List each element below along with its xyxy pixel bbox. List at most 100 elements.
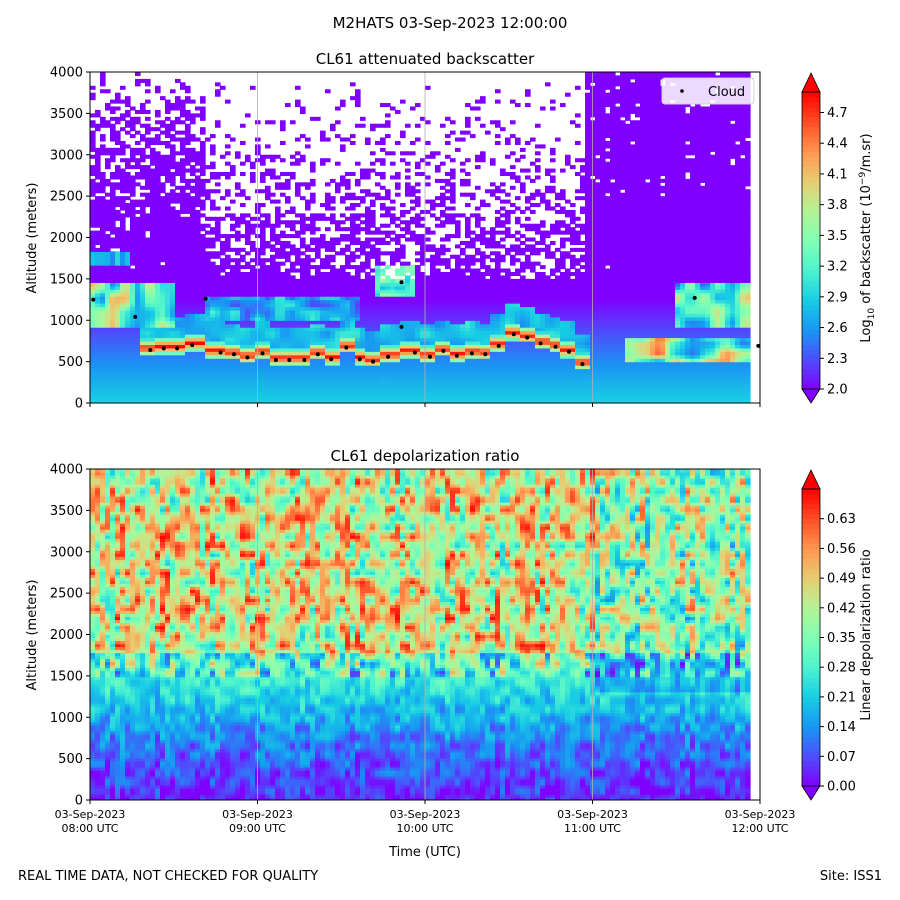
backscatter-cell — [170, 382, 176, 387]
backscatter-cell — [365, 306, 371, 311]
backscatter-cell — [435, 216, 441, 221]
backscatter-cell — [445, 382, 451, 387]
backscatter-cell — [455, 320, 461, 325]
backscatter-cell — [425, 365, 431, 370]
backscatter-cell — [155, 303, 161, 308]
backscatter-cell — [310, 316, 316, 321]
backscatter-cell — [105, 247, 111, 252]
backscatter-cell — [465, 313, 471, 318]
backscatter-cell — [375, 382, 381, 387]
backscatter-cell — [485, 358, 491, 363]
backscatter-cell — [140, 168, 146, 173]
backscatter-cell — [160, 244, 166, 249]
backscatter-cell — [275, 289, 281, 294]
backscatter-cell — [350, 365, 356, 370]
backscatter-cell — [315, 316, 321, 321]
backscatter-cell — [250, 223, 256, 228]
backscatter-cell — [495, 354, 501, 359]
backscatter-cell — [380, 340, 386, 345]
backscatter-cell — [315, 320, 321, 325]
backscatter-cell — [230, 371, 236, 377]
backscatter-cell — [395, 258, 401, 263]
backscatter-cell — [415, 299, 421, 304]
backscatter-cell — [420, 347, 426, 352]
backscatter-cell — [130, 244, 136, 249]
backscatter-cell — [440, 247, 446, 252]
backscatter-cell — [160, 254, 166, 259]
backscatter-cell — [330, 371, 336, 377]
backscatter-cell — [250, 275, 256, 280]
backscatter-cell — [325, 351, 331, 356]
backscatter-cell — [145, 375, 151, 380]
backscatter-cell — [450, 220, 456, 225]
backscatter-cell — [270, 254, 276, 259]
backscatter-cell — [425, 230, 431, 235]
backscatter-cell — [295, 299, 301, 304]
backscatter-cell — [305, 182, 311, 187]
backscatter-cell — [310, 361, 316, 366]
backscatter-cell — [470, 275, 476, 280]
backscatter-cell — [190, 306, 196, 311]
backscatter-cell — [230, 296, 236, 301]
backscatter-cell — [140, 354, 146, 359]
backscatter-cell — [160, 158, 166, 163]
backscatter-cell — [330, 240, 336, 245]
backscatter-cell — [385, 371, 391, 377]
backscatter-cell — [150, 344, 156, 349]
backscatter-cell — [170, 306, 176, 311]
backscatter-cell — [150, 192, 156, 197]
backscatter-cell — [350, 237, 356, 242]
backscatter-cell — [400, 399, 406, 403]
backscatter-cell — [245, 392, 251, 397]
backscatter-cell — [480, 99, 486, 104]
backscatter-cell — [205, 320, 211, 325]
backscatter-cell — [130, 313, 136, 318]
backscatter-cell — [300, 323, 306, 328]
backscatter-cell — [230, 337, 236, 342]
backscatter-cell — [410, 192, 416, 197]
backscatter-cell — [340, 344, 346, 349]
backscatter-cell — [140, 268, 146, 273]
backscatter-cell — [285, 334, 291, 339]
backscatter-cell — [400, 358, 406, 363]
backscatter-cell — [95, 313, 101, 318]
backscatter-cell — [360, 358, 366, 363]
backscatter-cell — [435, 247, 441, 252]
backscatter-cell — [480, 289, 486, 294]
backscatter-cell — [150, 154, 156, 159]
backscatter-cell — [180, 137, 186, 142]
backscatter-cell — [190, 292, 196, 297]
backscatter-cell — [125, 347, 131, 352]
backscatter-cell — [305, 296, 311, 301]
backscatter-cell — [165, 165, 171, 170]
backscatter-cell — [210, 161, 216, 166]
backscatter-cell — [325, 334, 331, 339]
backscatter-cell — [170, 127, 176, 132]
backscatter-cell — [365, 230, 371, 235]
backscatter-cell — [120, 247, 126, 252]
backscatter-cell — [240, 382, 246, 387]
backscatter-cell — [445, 365, 451, 370]
backscatter-cell — [475, 330, 481, 335]
backscatter-cell — [260, 385, 266, 390]
backscatter-cell — [450, 158, 456, 163]
backscatter-cell — [360, 368, 366, 373]
backscatter-cell — [370, 334, 376, 339]
backscatter-cell — [240, 371, 246, 377]
backscatter-cell — [235, 330, 241, 335]
backscatter-cell — [415, 216, 421, 221]
backscatter-cell — [175, 213, 181, 218]
backscatter-cell — [140, 368, 146, 373]
backscatter-cell — [175, 168, 181, 173]
backscatter-cell — [150, 385, 156, 390]
backscatter-cell — [180, 296, 186, 301]
backscatter-cell — [180, 258, 186, 263]
backscatter-cell — [145, 306, 151, 311]
backscatter-cell — [220, 154, 226, 159]
backscatter-cell — [275, 392, 281, 397]
backscatter-cell — [340, 309, 346, 314]
backscatter-cell — [325, 289, 331, 294]
backscatter-cell — [100, 316, 106, 321]
backscatter-cell — [225, 244, 231, 249]
backscatter-cell — [215, 340, 221, 345]
